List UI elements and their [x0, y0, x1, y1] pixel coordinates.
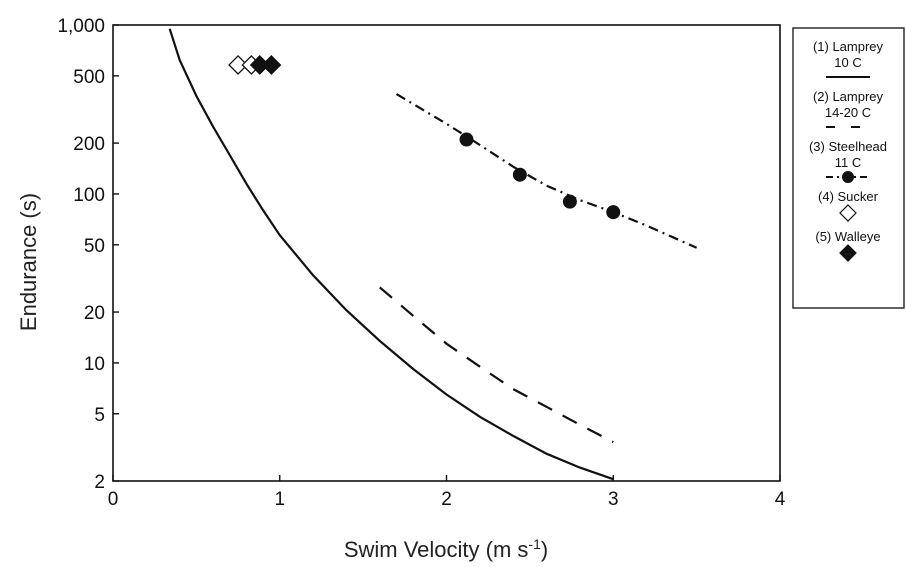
legend-label: 11 C	[835, 155, 862, 170]
y-tick-label: 50	[84, 236, 105, 257]
y-tick-label: 5	[94, 405, 105, 426]
series-1-line	[168, 28, 614, 481]
series-2-line	[379, 286, 614, 444]
series-5-point	[261, 55, 282, 75]
x-tick-label: 2	[441, 489, 452, 510]
legend-swatch-marker	[839, 204, 857, 222]
x-tick-label: 3	[608, 489, 619, 510]
legend-swatch-marker	[842, 171, 854, 183]
legend-label: (1) Lamprey	[813, 39, 884, 54]
y-tick-label: 10	[84, 354, 105, 375]
series-3-point	[606, 205, 621, 220]
y-axis: 2 5 10 20 50 100 200 500 1,000	[57, 16, 119, 493]
y-tick-label: 20	[84, 303, 105, 324]
x-axis-title: Swim Velocity (m s-1)	[344, 536, 548, 562]
x-tick-label: 0	[108, 489, 119, 510]
plot-area-frame	[112, 24, 781, 482]
x-tick-label: 1	[274, 489, 285, 510]
x-axis: 0 1 2 3 4	[108, 475, 786, 510]
legend-label: 10 C	[834, 55, 861, 70]
legend-swatch-marker	[839, 244, 857, 262]
x-axis-title-main: Swim Velocity (m s	[344, 537, 529, 562]
x-tick-label: 4	[775, 489, 786, 510]
series-4-point	[228, 55, 248, 75]
series-3-point	[459, 132, 474, 147]
series-3-point	[512, 167, 527, 182]
legend-label: (2) Lamprey	[813, 89, 884, 104]
series-3-point	[562, 194, 577, 209]
legend-label: (4) Sucker	[818, 189, 879, 204]
legend-label: (3) Steelhead	[809, 139, 887, 154]
x-axis-title-close: )	[541, 537, 548, 562]
y-axis-title: Endurance (s)	[16, 193, 41, 331]
legend-label: 14-20 C	[825, 105, 871, 120]
y-tick-label: 1,000	[57, 16, 105, 37]
y-tick-label: 500	[73, 67, 105, 88]
plot-series	[168, 28, 698, 481]
y-tick-label: 200	[73, 134, 105, 155]
series-3-line	[395, 93, 698, 249]
x-axis-title-sup: -1	[528, 536, 541, 552]
y-tick-label: 100	[73, 185, 105, 206]
y-tick-label: 2	[94, 472, 105, 493]
legend-label: (5) Walleye	[815, 229, 880, 244]
